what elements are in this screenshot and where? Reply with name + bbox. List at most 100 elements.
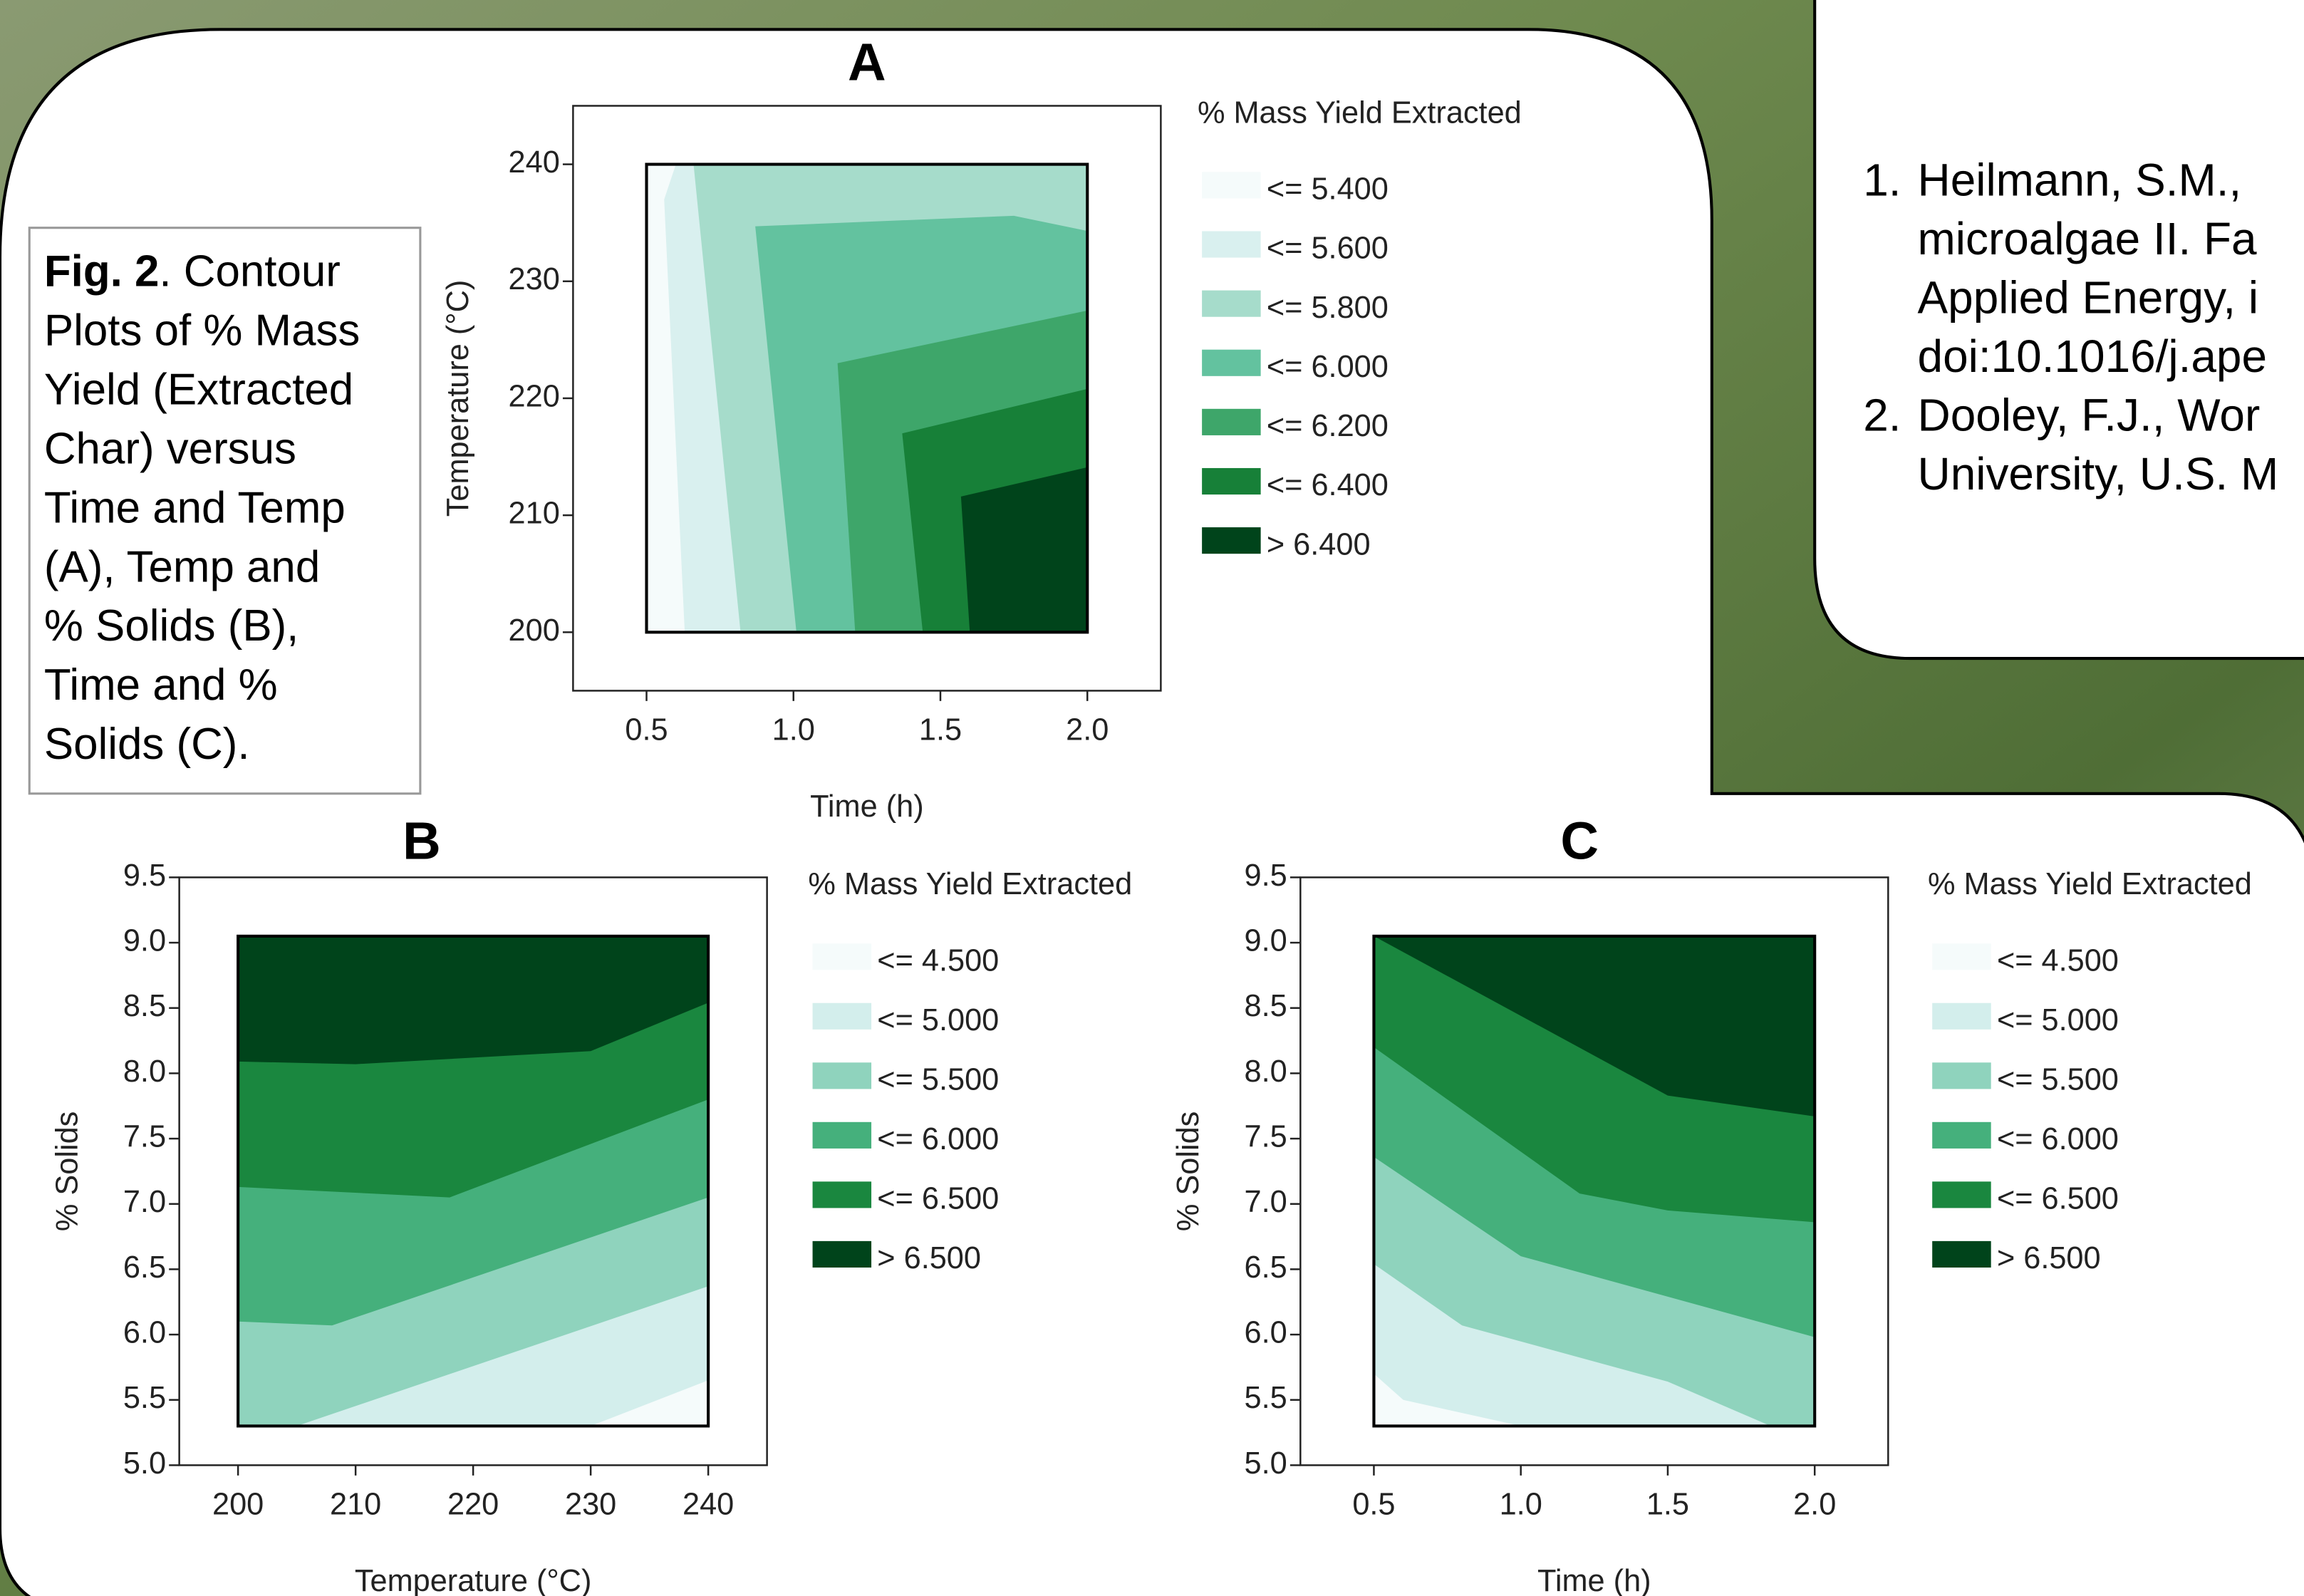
axes-frame bbox=[1299, 876, 1889, 1466]
legend-swatch bbox=[812, 943, 872, 970]
x-axis-label: Time (h) bbox=[1537, 1564, 1651, 1596]
legend-title: % Mass Yield Extracted bbox=[1928, 867, 2252, 901]
domain-border bbox=[1372, 934, 1817, 1428]
caption-text: . Contour bbox=[159, 247, 340, 296]
x-axis-label: Time (h) bbox=[810, 789, 924, 824]
y-tick-label: 5.5 bbox=[123, 1381, 166, 1415]
x-tick-label: 200 bbox=[212, 1488, 264, 1522]
legend-swatch bbox=[812, 1240, 872, 1268]
legend-swatch bbox=[1932, 1062, 1991, 1089]
chart-title: C bbox=[1560, 812, 1599, 871]
legend-swatch bbox=[1932, 943, 1991, 970]
y-tick-label: 7.0 bbox=[1245, 1185, 1287, 1219]
reference-panel bbox=[1813, 0, 2304, 660]
legend-label: > 6.500 bbox=[877, 1241, 981, 1275]
reference-line: doi:10.1016/j.ape bbox=[1918, 331, 2267, 382]
legend-swatch bbox=[1202, 290, 1261, 317]
x-tick-label: 2.0 bbox=[1066, 713, 1109, 747]
caption-line: Solids (C). bbox=[44, 720, 250, 769]
y-tick-label: 9.5 bbox=[1245, 859, 1287, 893]
legend-swatch bbox=[812, 1121, 872, 1149]
figure-label: Fig. 2 bbox=[44, 247, 160, 296]
y-tick-label: 6.0 bbox=[123, 1316, 166, 1350]
reference-line: Heilmann, S.M., bbox=[1918, 155, 2242, 206]
caption-text: (A), Temp and bbox=[44, 543, 320, 592]
legend-swatch bbox=[1932, 1240, 1991, 1268]
legend-label: <= 6.000 bbox=[1997, 1122, 2119, 1156]
y-tick-label: 8.0 bbox=[123, 1054, 166, 1089]
y-axis-label: % Solids bbox=[1171, 1112, 1205, 1231]
y-tick-label: 6.0 bbox=[1245, 1316, 1287, 1350]
legend-label: <= 6.000 bbox=[877, 1122, 999, 1156]
legend-label: <= 5.000 bbox=[1997, 1003, 2119, 1037]
x-tick-label: 210 bbox=[330, 1488, 381, 1522]
domain-border bbox=[237, 934, 710, 1428]
legend-label: <= 4.500 bbox=[877, 943, 999, 978]
y-tick-label: 8.0 bbox=[1245, 1054, 1287, 1089]
caption-text: Plots of % Mass bbox=[44, 306, 360, 356]
reference-number: 2. bbox=[1863, 390, 1901, 441]
legend-label: <= 6.200 bbox=[1267, 409, 1389, 443]
contour-chart: 0.5 1.0 1.5 2.0 200 210 220 230 240 A Time (h) Temp… bbox=[441, 32, 1522, 823]
y-tick-label: 5.0 bbox=[123, 1446, 166, 1481]
caption-text: Yield (Extracted bbox=[44, 366, 353, 415]
caption-line: Yield (Extracted bbox=[44, 366, 353, 415]
legend-swatch bbox=[1202, 527, 1261, 554]
legend-label: <= 5.500 bbox=[1997, 1063, 2119, 1097]
caption-line: % Solids (B), bbox=[44, 602, 299, 651]
legend-label: <= 6.500 bbox=[877, 1182, 999, 1216]
contour-band bbox=[238, 936, 709, 1064]
legend-label: <= 6.400 bbox=[1267, 468, 1389, 502]
legend-label: <= 4.500 bbox=[1997, 943, 2119, 978]
x-tick-label: 1.0 bbox=[772, 713, 815, 747]
caption-line: (A), Temp and bbox=[44, 543, 320, 592]
reference-line: microalgae II. Fa bbox=[1918, 213, 2257, 264]
legend-swatch bbox=[812, 1181, 872, 1208]
y-tick-label: 240 bbox=[509, 145, 560, 180]
legend-label: <= 5.500 bbox=[877, 1063, 999, 1097]
y-tick-label: 9.5 bbox=[123, 859, 166, 893]
contour-chart: 0.5 1.0 1.5 2.0 5.0 5.5 6.0 6.5 7.0 7.5 8.0 8.5 9.0 9… bbox=[1171, 812, 2252, 1596]
x-axis-label: Temperature (°C) bbox=[355, 1564, 592, 1596]
y-tick-label: 9.0 bbox=[1245, 923, 1287, 958]
y-tick-label: 200 bbox=[509, 613, 560, 648]
contour-chart: 200 210 220 230 240 5.0 5.5 6.0 6.5 7.0 7.5 8.0 8.5 9… bbox=[50, 812, 1132, 1596]
charts: 0.5 1.0 1.5 2.0 200 210 220 230 240 A Time (h) Temp… bbox=[50, 32, 2251, 1596]
legend-swatch bbox=[812, 1002, 872, 1030]
x-tick-label: 0.5 bbox=[1352, 1488, 1395, 1522]
legend-swatch bbox=[1202, 231, 1261, 258]
references: 1. Heilmann, S.M., microalgae II. Fa Applie… bbox=[1863, 155, 2278, 500]
caption-line: Time and % bbox=[44, 660, 278, 710]
caption-text: Solids (C). bbox=[44, 720, 250, 769]
caption-line: Plots of % Mass bbox=[44, 306, 360, 356]
x-tick-label: 0.5 bbox=[625, 713, 668, 747]
y-tick-label: 220 bbox=[509, 379, 560, 413]
x-tick-label: 1.5 bbox=[1646, 1488, 1689, 1522]
legend-label: <= 5.600 bbox=[1267, 232, 1389, 266]
caption-text: % Solids (B), bbox=[44, 602, 299, 651]
legend-label: <= 5.400 bbox=[1267, 172, 1389, 207]
y-tick-label: 230 bbox=[509, 262, 560, 296]
y-tick-label: 6.5 bbox=[1245, 1250, 1287, 1285]
legend-label: > 6.400 bbox=[1267, 527, 1371, 561]
y-tick-label: 7.5 bbox=[1245, 1120, 1287, 1154]
y-tick-label: 5.0 bbox=[1245, 1446, 1287, 1481]
legend-swatch bbox=[1932, 1002, 1991, 1030]
reference-line: Applied Energy, i bbox=[1918, 272, 2259, 323]
y-tick-label: 8.5 bbox=[1245, 989, 1287, 1023]
y-tick-label: 5.5 bbox=[1245, 1381, 1287, 1415]
legend-label: <= 5.000 bbox=[877, 1003, 999, 1037]
y-tick-label: 9.0 bbox=[123, 923, 166, 958]
reference-line: University, U.S. M bbox=[1918, 448, 2279, 499]
x-tick-label: 1.0 bbox=[1500, 1488, 1542, 1522]
y-tick-label: 7.5 bbox=[123, 1120, 166, 1154]
x-tick-label: 230 bbox=[565, 1488, 616, 1522]
caption-line: Char) versus bbox=[44, 425, 296, 474]
legend-label: <= 6.500 bbox=[1997, 1182, 2119, 1216]
y-tick-label: 210 bbox=[509, 497, 560, 531]
y-tick-label: 8.5 bbox=[123, 989, 166, 1023]
y-tick-label: 6.5 bbox=[123, 1250, 166, 1285]
reference-number: 1. bbox=[1863, 155, 1901, 206]
